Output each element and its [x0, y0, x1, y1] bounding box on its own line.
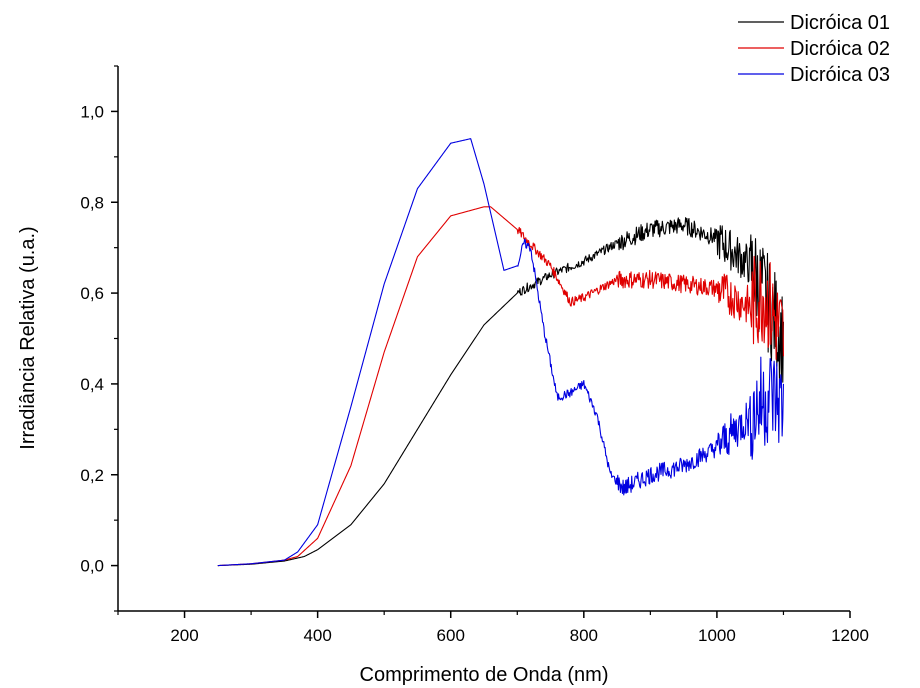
series-line-2: [217, 206, 784, 567]
series-line-3: [217, 138, 784, 567]
legend-label-1: Dicróica 01: [790, 12, 890, 34]
series-line-1: [217, 217, 784, 567]
legend-label-2: Dicróica 02: [790, 38, 890, 60]
legend-label-3: Dicróica 03: [790, 64, 890, 86]
x-tick-label: 600: [437, 626, 465, 645]
x-tick-label: 1000: [698, 626, 736, 645]
x-tick-label: 800: [570, 626, 598, 645]
y-tick-label: 0,6: [80, 284, 104, 303]
x-tick-label: 200: [170, 626, 198, 645]
x-axis-title: Comprimento de Onda (nm): [360, 664, 609, 686]
y-tick-label: 0,0: [80, 557, 104, 576]
y-axis-title: Irradiância Relativa (u.a.): [17, 226, 39, 449]
ticks: 200 400 600 800 1000 1200 0,0 0,2 0,4 0,6 0,8 1,0: [80, 65, 869, 645]
y-tick-label: 0,2: [80, 466, 104, 485]
series-layer: [217, 138, 784, 567]
axes: [117, 66, 850, 612]
y-tick-label: 0,8: [80, 193, 104, 212]
x-tick-label: 400: [303, 626, 331, 645]
legend: Dicróica 01 Dicróica 02 Dicróica 03: [738, 12, 890, 86]
y-tick-label: 1,0: [80, 102, 104, 121]
x-tick-label: 1200: [831, 626, 869, 645]
y-tick-label: 0,4: [80, 375, 104, 394]
